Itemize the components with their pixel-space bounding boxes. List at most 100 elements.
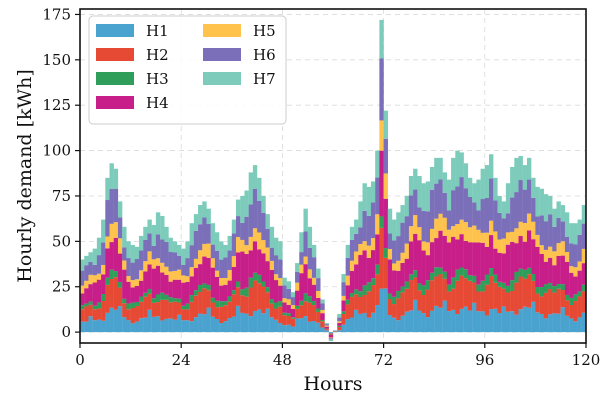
bar-segment-h2-hour-59 <box>329 333 333 334</box>
bar-segment-h5-hour-50 <box>291 305 295 309</box>
legend-label-h1: H1 <box>146 22 169 40</box>
bar-segment-h7-hour-21 <box>169 238 173 252</box>
bar-segment-h7-hour-35 <box>228 236 232 251</box>
bar-segment-h4-hour-100 <box>502 253 506 282</box>
bar-stack-hour-111 <box>548 196 552 332</box>
bar-segment-h2-hour-47 <box>278 307 282 323</box>
bar-segment-h2-hour-38 <box>240 295 244 313</box>
bar-segment-h1-hour-105 <box>523 307 527 332</box>
bar-segment-h1-hour-90 <box>460 309 464 332</box>
bar-segment-h7-hour-109 <box>540 189 544 216</box>
bar-segment-h6-hour-113 <box>556 218 560 243</box>
bar-segment-h7-hour-52 <box>299 232 303 252</box>
bar-segment-h2-hour-107 <box>531 281 535 302</box>
bar-segment-h4-hour-80 <box>417 240 421 283</box>
bar-segment-h3-hour-70 <box>375 265 379 275</box>
bar-segment-h5-hour-4 <box>97 274 101 280</box>
bar-segment-h6-hour-64 <box>350 240 354 261</box>
bar-segment-h7-hour-49 <box>287 281 291 289</box>
bar-segment-h2-hour-117 <box>573 301 577 321</box>
bar-segment-h3-hour-95 <box>481 281 485 292</box>
bar-segment-h3-hour-115 <box>565 295 569 300</box>
bar-segment-h5-hour-27 <box>194 259 198 268</box>
bar-segment-h7-hour-110 <box>544 194 548 221</box>
bar-segment-h2-hour-93 <box>472 283 476 303</box>
bar-segment-h4-hour-101 <box>506 245 510 286</box>
bar-segment-h6-hour-23 <box>177 256 181 270</box>
bar-segment-h5-hour-39 <box>244 245 248 254</box>
legend-label-h3: H3 <box>146 70 169 88</box>
bar-stack-hour-103 <box>514 158 518 332</box>
bar-segment-h7-hour-103 <box>514 158 518 192</box>
bar-segment-h2-hour-105 <box>523 279 527 307</box>
bar-segment-h7-hour-106 <box>527 158 531 180</box>
bar-segment-h1-hour-53 <box>303 316 307 332</box>
bar-segment-h3-hour-90 <box>460 268 464 276</box>
bar-segment-h3-hour-69 <box>371 278 375 285</box>
bar-segment-h1-hour-31 <box>211 317 215 332</box>
bar-segment-h5-hour-17 <box>152 259 156 268</box>
bar-segment-h6-hour-28 <box>198 224 202 250</box>
bar-segment-h6-hour-13 <box>135 259 139 279</box>
bar-stack-hour-74 <box>392 220 396 333</box>
bar-segment-h4-hour-114 <box>561 256 565 285</box>
bar-stack-hour-28 <box>198 205 202 332</box>
bar-segment-h6-hour-108 <box>535 216 539 235</box>
bar-segment-h5-hour-31 <box>211 258 215 267</box>
bar-segment-h1-hour-58 <box>325 330 329 332</box>
bar-segment-h4-hour-14 <box>139 281 143 297</box>
bar-segment-h7-hour-55 <box>312 245 316 257</box>
legend-swatch-h1 <box>96 24 134 37</box>
bar-segment-h3-hour-108 <box>535 287 539 294</box>
bar-segment-h2-hour-90 <box>460 276 464 309</box>
bar-segment-h6-hour-61 <box>337 318 341 322</box>
bar-segment-h5-hour-9 <box>118 238 122 253</box>
bar-segment-h2-hour-72 <box>384 258 388 289</box>
bar-segment-h3-hour-56 <box>316 309 320 312</box>
bar-segment-h4-hour-7 <box>110 242 114 270</box>
bar-segment-h3-hour-86 <box>443 272 447 279</box>
bar-segment-h7-hour-14 <box>139 236 143 251</box>
bar-segment-h5-hour-115 <box>565 252 569 262</box>
bar-segment-h7-hour-48 <box>282 278 286 286</box>
bar-segment-h1-hour-37 <box>236 306 240 332</box>
bar-segment-h5-hour-55 <box>312 278 316 285</box>
bar-segment-h3-hour-45 <box>270 299 274 304</box>
y-tick-label-7: 175 <box>42 5 71 23</box>
bar-segment-h4-hour-112 <box>552 265 556 286</box>
bar-segment-h7-hour-29 <box>202 201 206 217</box>
bar-segment-h6-hour-93 <box>472 202 476 225</box>
bar-segment-h7-hour-96 <box>485 165 489 198</box>
bar-stack-hour-97 <box>489 154 493 332</box>
bar-segment-h5-hour-69 <box>371 238 375 250</box>
bar-segment-h2-hour-115 <box>565 300 569 315</box>
bar-segment-h3-hour-41 <box>253 273 257 281</box>
bar-segment-h3-hour-81 <box>422 285 426 295</box>
bar-segment-h5-hour-2 <box>88 275 92 284</box>
bar-segment-h1-hour-83 <box>430 311 434 332</box>
bar-segment-h1-hour-82 <box>426 317 430 332</box>
bar-segment-h4-hour-98 <box>493 249 497 275</box>
bar-stack-hour-81 <box>422 183 426 332</box>
bar-segment-h5-hour-1 <box>84 281 88 288</box>
bar-segment-h4-hour-42 <box>257 249 261 274</box>
bar-segment-h2-hour-21 <box>169 302 173 318</box>
bar-segment-h2-hour-17 <box>152 303 156 317</box>
bar-segment-h3-hour-85 <box>438 268 442 274</box>
bar-segment-h2-hour-15 <box>143 297 147 318</box>
bar-segment-h6-hour-99 <box>497 213 501 240</box>
bar-segment-h2-hour-9 <box>118 288 122 307</box>
bar-segment-h1-hour-10 <box>122 317 126 332</box>
bar-segment-h7-hour-47 <box>278 241 282 259</box>
bar-segment-h2-hour-46 <box>274 309 278 320</box>
bar-segment-h7-hour-53 <box>303 209 307 232</box>
bar-stack-hour-11 <box>126 241 130 332</box>
bar-segment-h7-hour-4 <box>97 238 101 255</box>
bar-segment-h2-hour-45 <box>270 304 274 318</box>
bar-segment-h4-hour-43 <box>261 253 265 281</box>
bar-segment-h3-hour-117 <box>573 294 577 301</box>
bar-stack-hour-112 <box>552 209 556 332</box>
bar-segment-h1-hour-66 <box>358 314 362 332</box>
bar-segment-h5-hour-35 <box>228 270 232 281</box>
bar-segment-h4-hour-66 <box>358 255 362 291</box>
